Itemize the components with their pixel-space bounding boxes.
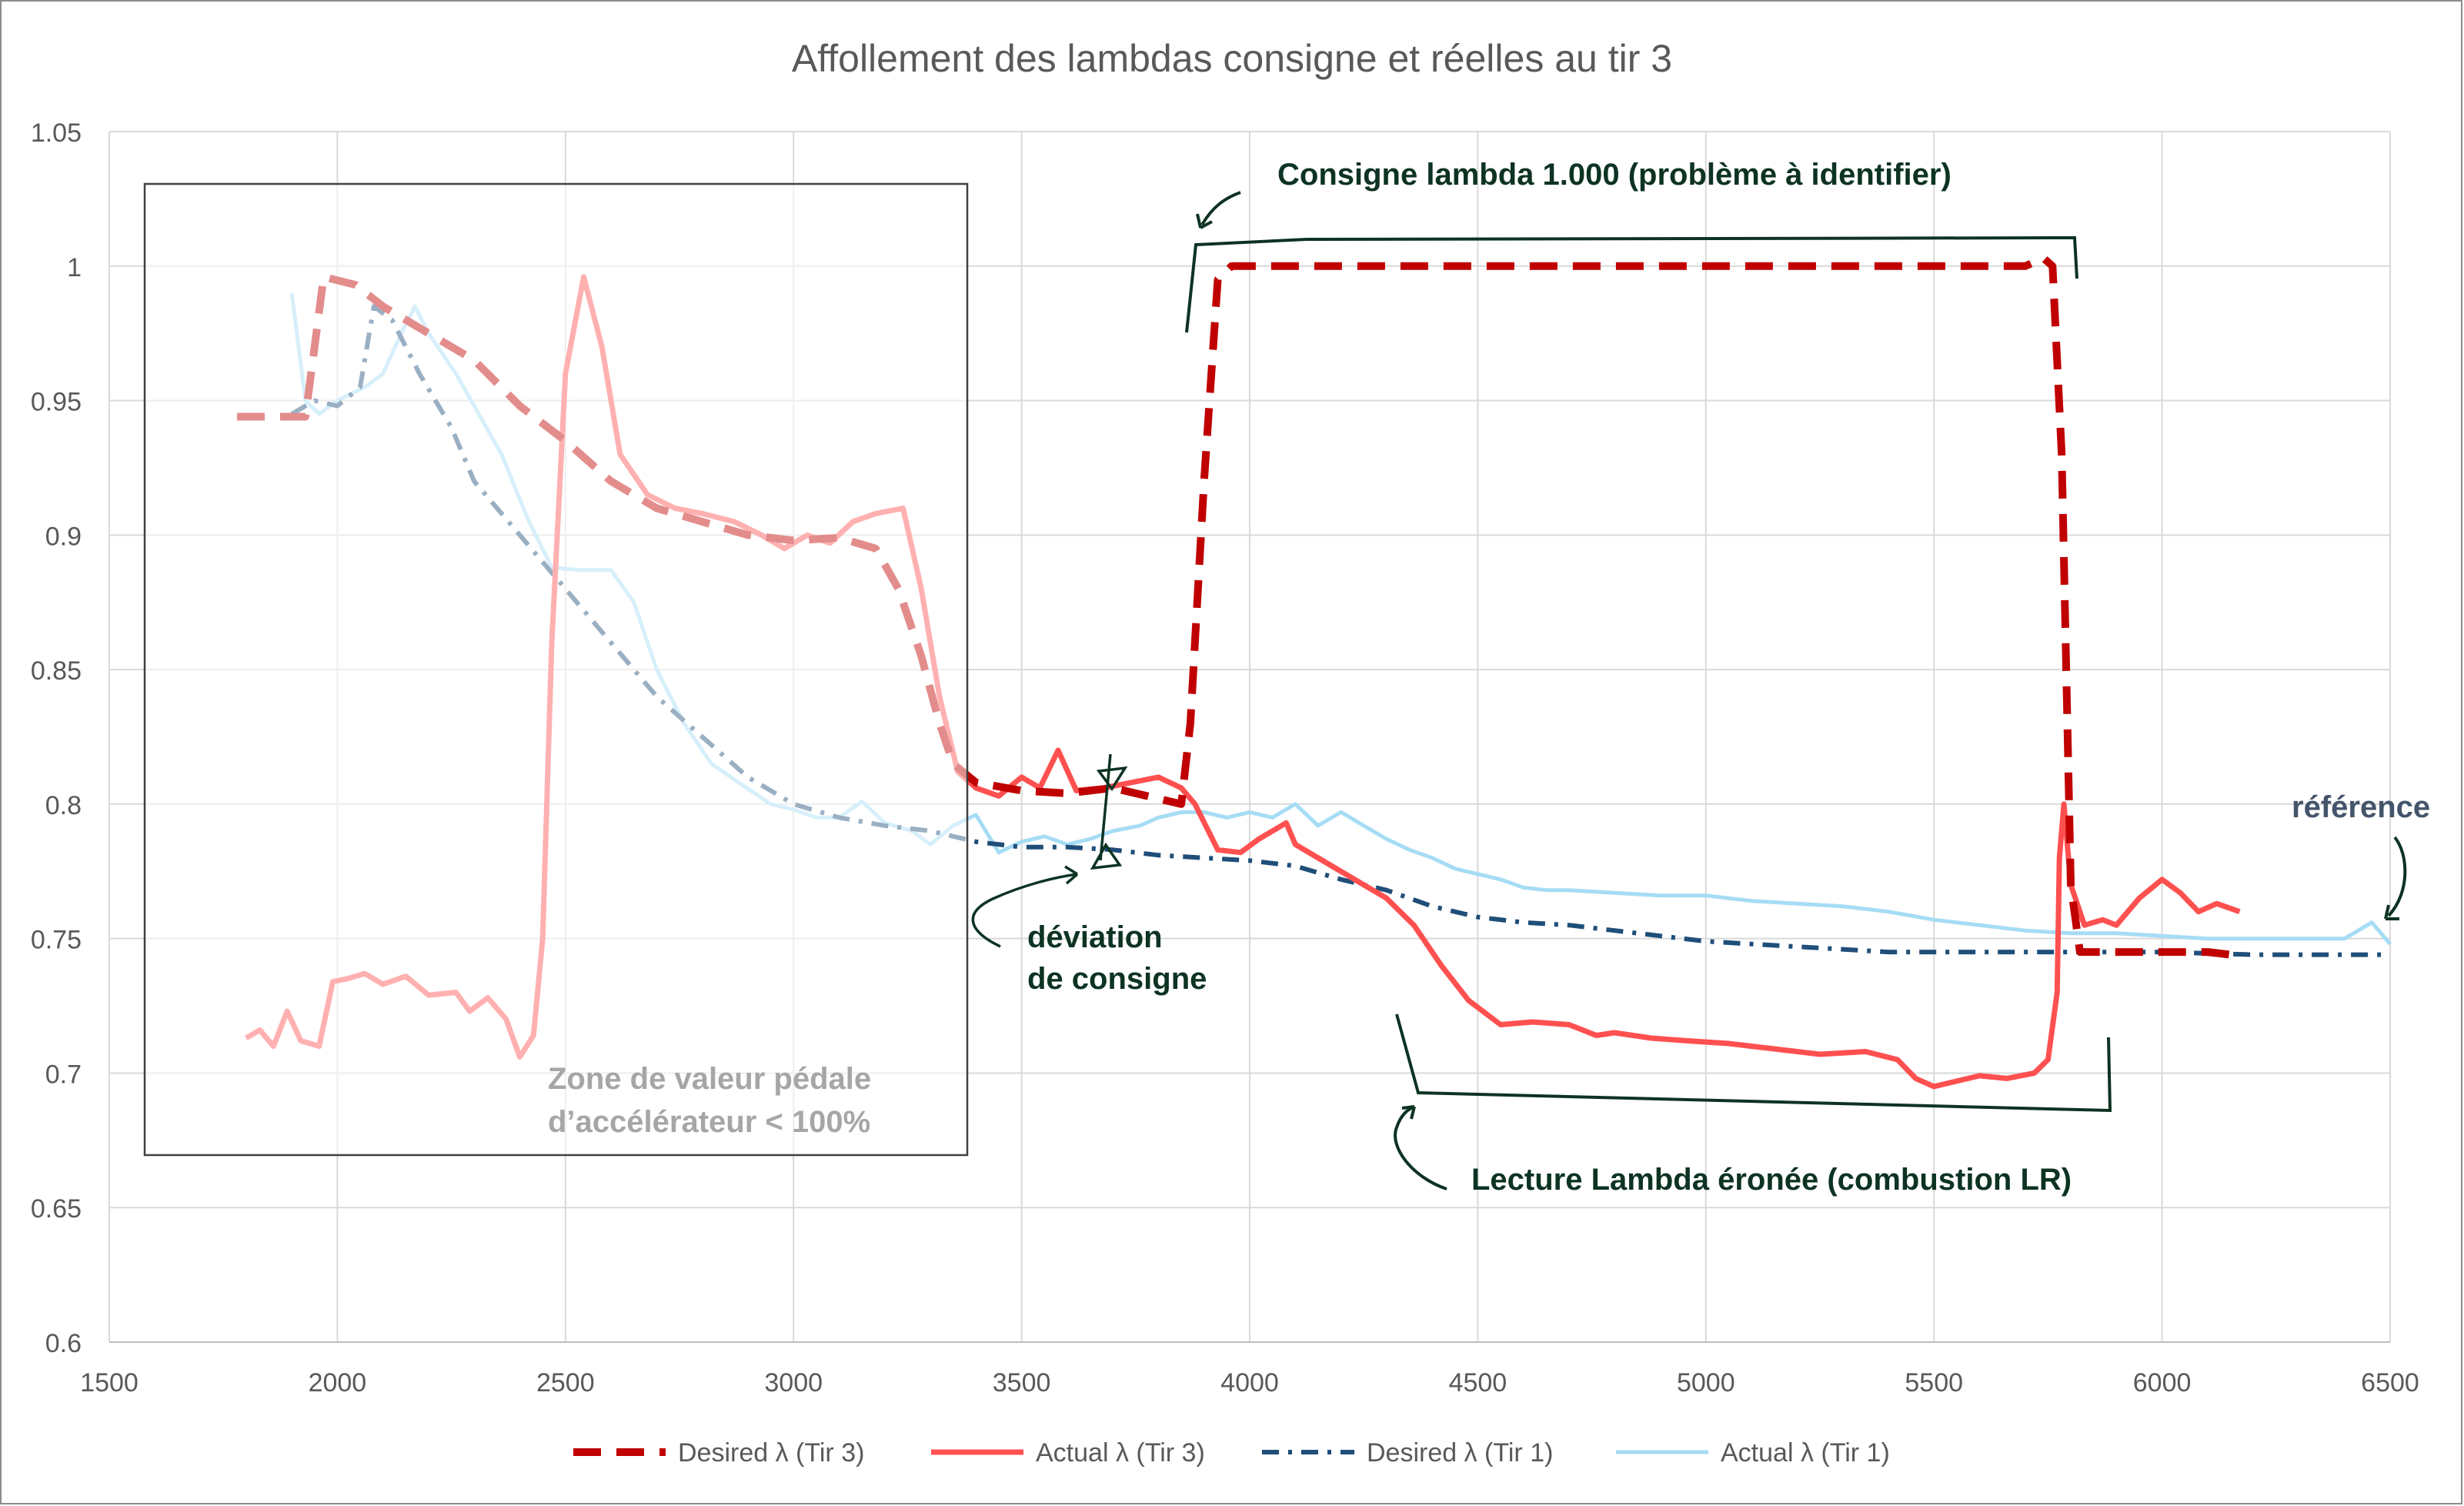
y-tick-label: 0.7 [45, 1060, 82, 1089]
legend-label: Actual λ (Tir 3) [1036, 1438, 1205, 1468]
deviation-arrow [971, 873, 1078, 948]
pedal-zone-label-line1: Zone de valeur pédale [548, 1062, 871, 1096]
reference-arrow-head-icon [2384, 904, 2399, 920]
deviation-marker [1090, 753, 1128, 870]
chart-title: Affollement des lambdas consigne et réel… [792, 37, 1672, 80]
lecture-annotation: Lecture Lambda éronée (combustion LR) [1471, 1163, 2072, 1197]
legend-label: Desired λ (Tir 3) [678, 1438, 864, 1468]
x-axis-tick-labels: 1500 2000 2500 3000 3500 4000 4500 5000 5500 6000… [80, 1368, 2419, 1397]
pedal-zone-label: Zone de valeur pédale d’accélérateur < 1… [548, 1062, 880, 1139]
lecture-arrow [1394, 1105, 1447, 1190]
x-tick-label: 6000 [2133, 1368, 2192, 1397]
y-tick-label: 0.75 [31, 926, 82, 955]
deviation-annotation-line2: de consigne [1027, 962, 1207, 996]
consigne-arrow [1200, 191, 1241, 226]
y-tick-label: 0.65 [31, 1194, 82, 1224]
y-tick-label: 0.6 [45, 1329, 82, 1358]
x-tick-label: 2500 [536, 1368, 595, 1397]
reference-annotation: référence [2292, 790, 2430, 824]
legend: Desired λ (Tir 3) Actual λ (Tir 3) Desired… [573, 1438, 1890, 1468]
x-tick-label: 5500 [1905, 1368, 1963, 1397]
reference-arrow [2387, 836, 2407, 917]
x-tick-label: 3000 [764, 1368, 823, 1397]
y-tick-label: 0.95 [31, 388, 82, 417]
consigne-arrow-head-icon [1196, 213, 1213, 229]
pedal-zone-overlay [143, 182, 969, 1157]
y-tick-label: 1 [67, 253, 82, 282]
x-tick-label: 4000 [1220, 1368, 1279, 1397]
consigne-annotation: Consigne lambda 1.000 (problème à identi… [1277, 158, 1952, 192]
y-tick-label: 0.9 [45, 522, 82, 551]
lecture-arrow-head-icon [1401, 1105, 1416, 1120]
x-tick-label: 4500 [1449, 1368, 1507, 1397]
x-tick-label: 2000 [309, 1368, 367, 1397]
y-tick-label: 0.85 [31, 656, 82, 686]
legend-label: Desired λ (Tir 1) [1367, 1438, 1553, 1468]
lecture-bracket [1395, 1013, 2112, 1113]
deviation-arrow-head-icon [1064, 865, 1079, 885]
x-tick-label: 5000 [1677, 1368, 1735, 1397]
consigne-bracket [1185, 235, 2078, 333]
pedal-zone-label-line2: d’accélérateur < 100% [548, 1105, 870, 1139]
y-tick-label: 0.8 [45, 791, 82, 820]
x-tick-label: 3500 [993, 1368, 1051, 1397]
x-tick-label: 6500 [2361, 1368, 2419, 1397]
y-tick-label: 1.05 [31, 119, 82, 148]
legend-label: Actual λ (Tir 1) [1721, 1438, 1890, 1468]
deviation-annotation-line1: déviation [1027, 920, 1163, 954]
x-tick-label: 1500 [80, 1368, 139, 1397]
y-axis-tick-labels: 0.6 0.65 0.7 0.75 0.8 0.85 0.9 0.95 1 1.05 [31, 119, 82, 1358]
deviation-annotation: déviation de consigne [1027, 920, 1207, 996]
